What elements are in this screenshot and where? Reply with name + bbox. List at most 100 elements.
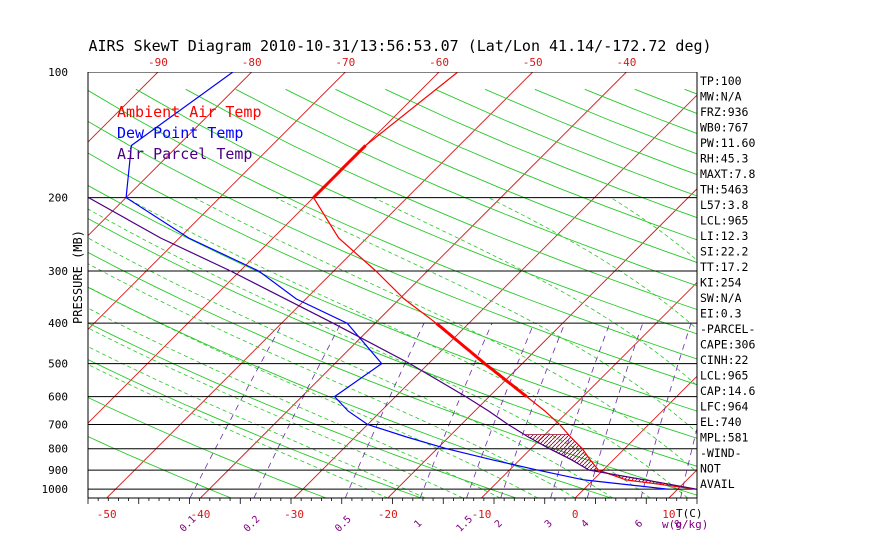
moist-adiabat-line xyxy=(813,198,870,498)
dry-adiabat-line xyxy=(185,88,697,310)
index-entry: NOT xyxy=(700,462,721,476)
temp-tick-label: -20 xyxy=(378,508,398,521)
pressure-tick-label: 900 xyxy=(48,464,68,477)
mixing-ratio-unit-label: w(g/kg) xyxy=(662,518,708,531)
dry-adiabat-line xyxy=(88,396,327,498)
mixing-ratio-line xyxy=(680,427,697,498)
dry-adiabat-line xyxy=(135,88,697,335)
background-grid xyxy=(88,72,870,498)
pressure-tick-label: 500 xyxy=(48,358,68,371)
mixing-ratio-tick-label: 3 xyxy=(543,518,555,530)
dry-adiabat-line xyxy=(88,184,697,439)
index-entry: TP:100 xyxy=(700,74,742,88)
pressure-tick-label: 100 xyxy=(48,66,68,79)
temp-tick-label: -30 xyxy=(284,508,304,521)
dry-adiabat-line xyxy=(88,120,697,386)
mixing-ratio-line xyxy=(586,323,644,498)
moist-adiabat-line xyxy=(373,197,697,387)
index-entry: LFC:964 xyxy=(700,400,749,414)
index-entry: LCL:965 xyxy=(700,214,748,228)
top-temp-tick-label: -90 xyxy=(148,56,168,69)
moist-adiabat-line xyxy=(275,197,697,434)
pressure-tick-label: 800 xyxy=(48,443,68,456)
moist-adiabat-line xyxy=(88,364,388,498)
isotherm-line xyxy=(293,94,697,498)
mixing-ratio-line xyxy=(815,323,846,498)
temp-tick-label: -50 xyxy=(97,508,117,521)
index-entry: CAP:14.6 xyxy=(700,384,755,398)
mixing-ratio-tick-label: 0.5 xyxy=(333,514,354,535)
mixing-ratio-line xyxy=(466,323,535,498)
top-temp-tick-label: -70 xyxy=(335,56,355,69)
mixing-ratio-tick-label: 6 xyxy=(633,518,645,530)
mixing-ratio-tick-label: 4 xyxy=(580,518,592,530)
pressure-tick-label: 700 xyxy=(48,419,68,432)
dry-adiabat-line xyxy=(734,89,870,498)
moist-adiabat-line xyxy=(88,346,426,498)
mixing-ratio-line xyxy=(189,323,283,498)
top-temp-tick-label: -50 xyxy=(523,56,543,69)
isotherm-line xyxy=(574,375,697,498)
dry-adiabat-line xyxy=(88,322,517,498)
y-axis-label: PRESSURE (MB) xyxy=(71,230,85,324)
thick-segment xyxy=(435,322,528,398)
temp-tick-label: -10 xyxy=(472,508,492,521)
mixing-ratio-line xyxy=(550,323,611,498)
legend-entry: Air Parcel Temp xyxy=(117,145,252,163)
series-line xyxy=(125,72,669,490)
moist-adiabat-line xyxy=(125,197,688,498)
legend-entry: Ambient Air Temp xyxy=(117,103,262,121)
dry-adiabat-line xyxy=(88,286,612,498)
moist-adiabat-line xyxy=(88,208,651,498)
isotherm-line xyxy=(88,72,252,237)
index-entry: RH:45.3 xyxy=(700,152,749,166)
isotherm-line xyxy=(481,281,697,498)
index-entry: TH:5463 xyxy=(700,183,749,197)
dry-adiabat-line xyxy=(88,436,232,498)
pressure-tick-label: 1000 xyxy=(42,483,69,496)
moist-adiabat-line xyxy=(488,197,697,330)
index-entry: WB0:767 xyxy=(700,121,749,135)
dry-adiabat-line xyxy=(285,88,697,263)
isotherm-line xyxy=(106,72,534,498)
legend-entry: Dew Point Temp xyxy=(117,124,243,142)
thick-segment xyxy=(312,144,367,199)
index-entry: AVAIL xyxy=(700,477,735,491)
index-entry: MW:N/A xyxy=(700,90,742,104)
chart-title: AIRS SkewT Diagram 2010-10-31/13:56:53.0… xyxy=(88,37,711,55)
x-axis-unit-label: T(C) xyxy=(676,507,703,520)
dry-adiabat-line xyxy=(88,89,697,360)
mixing-ratio-line xyxy=(771,323,807,498)
temp-tick-label: -40 xyxy=(190,508,210,521)
isotherm-line xyxy=(200,72,627,498)
index-entry: SI:22.2 xyxy=(700,245,748,259)
index-entry: PW:11.60 xyxy=(700,136,755,150)
isotherm-line xyxy=(88,72,346,330)
moist-adiabat-line xyxy=(88,263,576,498)
pressure-tick-label: 300 xyxy=(48,265,68,278)
top-temp-tick-label: -60 xyxy=(429,56,449,69)
index-entry: MAXT:7.8 xyxy=(700,167,755,181)
dry-adiabat-line xyxy=(634,88,697,114)
temp-tick-label: 0 xyxy=(572,508,579,521)
mixing-ratio-tick-label: 0.2 xyxy=(242,514,263,535)
index-entry: SW:N/A xyxy=(700,291,742,305)
profile-series xyxy=(88,72,697,490)
mixing-ratio-line xyxy=(419,323,493,498)
index-entry: L57:3.8 xyxy=(700,198,749,212)
moist-adiabat-line xyxy=(88,237,613,498)
index-entry: KI:254 xyxy=(700,276,742,290)
moist-adiabat-line xyxy=(193,197,697,473)
dry-adiabat-line xyxy=(88,251,697,496)
pressure-tick-label: 200 xyxy=(48,192,68,205)
pressure-tick-label: 400 xyxy=(48,317,68,330)
index-entry: CAPE:306 xyxy=(700,338,755,352)
dry-adiabat-line xyxy=(88,359,422,498)
moist-adiabat-line xyxy=(88,286,538,498)
mixing-ratio-line xyxy=(849,323,870,498)
index-entry: MPL:581 xyxy=(700,431,749,445)
index-entry: LI:12.3 xyxy=(700,229,749,243)
index-entry: FRZ:936 xyxy=(700,105,749,119)
